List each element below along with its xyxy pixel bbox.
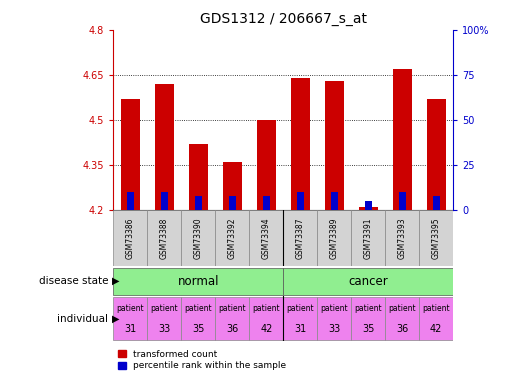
Bar [317, 297, 351, 340]
Text: patient: patient [116, 304, 144, 313]
Bar [297, 192, 304, 210]
Text: 42: 42 [430, 324, 442, 334]
Bar [121, 99, 140, 210]
Bar [127, 192, 134, 210]
Text: patient: patient [184, 304, 212, 313]
Bar [365, 201, 372, 210]
Bar [189, 144, 208, 210]
Bar [263, 196, 270, 210]
Bar [155, 84, 174, 210]
Text: ▶: ▶ [112, 314, 120, 324]
Bar [317, 210, 351, 266]
Text: patient: patient [388, 304, 416, 313]
Bar [147, 210, 181, 266]
Bar [427, 99, 445, 210]
Legend: transformed count, percentile rank within the sample: transformed count, percentile rank withi… [118, 350, 286, 370]
Text: GSM73395: GSM73395 [432, 217, 441, 259]
Bar [283, 297, 317, 340]
Text: patient: patient [218, 304, 246, 313]
Bar [249, 210, 283, 266]
Bar [181, 297, 215, 340]
Text: disease state: disease state [39, 276, 108, 286]
Text: 33: 33 [328, 324, 340, 334]
Bar [283, 210, 317, 266]
Bar [351, 297, 385, 340]
Text: GSM73393: GSM73393 [398, 217, 407, 259]
Text: GSM73387: GSM73387 [296, 217, 305, 259]
Bar [113, 297, 147, 340]
Text: patient: patient [252, 304, 280, 313]
Bar [385, 210, 419, 266]
Bar [113, 268, 283, 295]
Text: 36: 36 [226, 324, 238, 334]
Text: GSM73389: GSM73389 [330, 217, 339, 259]
Bar [399, 192, 406, 210]
Text: patient: patient [286, 304, 314, 313]
Text: 31: 31 [294, 324, 306, 334]
Bar [393, 69, 411, 210]
Text: GSM73391: GSM73391 [364, 217, 373, 259]
Bar [385, 297, 419, 340]
Text: 35: 35 [192, 324, 204, 334]
Text: cancer: cancer [348, 275, 388, 288]
Bar [325, 81, 344, 210]
Text: individual: individual [57, 314, 108, 324]
Text: GSM73390: GSM73390 [194, 217, 203, 259]
Text: patient: patient [354, 304, 382, 313]
Text: patient: patient [320, 304, 348, 313]
Bar [215, 210, 249, 266]
Bar [419, 210, 453, 266]
Bar [359, 207, 377, 210]
Text: normal: normal [178, 275, 219, 288]
Bar [181, 210, 215, 266]
Bar [161, 192, 168, 210]
Bar [419, 297, 453, 340]
Bar [249, 297, 283, 340]
Text: GSM73386: GSM73386 [126, 217, 135, 259]
Bar [223, 162, 242, 210]
Text: GSM73394: GSM73394 [262, 217, 271, 259]
Bar [331, 192, 338, 210]
Text: ▶: ▶ [112, 276, 120, 286]
Bar [215, 297, 249, 340]
Text: 31: 31 [124, 324, 136, 334]
Bar [433, 196, 440, 210]
Bar [283, 268, 453, 295]
Bar [229, 196, 236, 210]
Text: 35: 35 [362, 324, 374, 334]
Text: 33: 33 [158, 324, 170, 334]
Text: patient: patient [150, 304, 178, 313]
Bar [195, 196, 202, 210]
Bar [291, 78, 310, 210]
Bar [257, 120, 276, 210]
Title: GDS1312 / 206667_s_at: GDS1312 / 206667_s_at [200, 12, 367, 26]
Bar [351, 210, 385, 266]
Text: patient: patient [422, 304, 450, 313]
Text: GSM73388: GSM73388 [160, 217, 169, 259]
Text: 36: 36 [396, 324, 408, 334]
Bar [113, 210, 147, 266]
Text: GSM73392: GSM73392 [228, 217, 237, 259]
Text: 42: 42 [260, 324, 272, 334]
Bar [147, 297, 181, 340]
